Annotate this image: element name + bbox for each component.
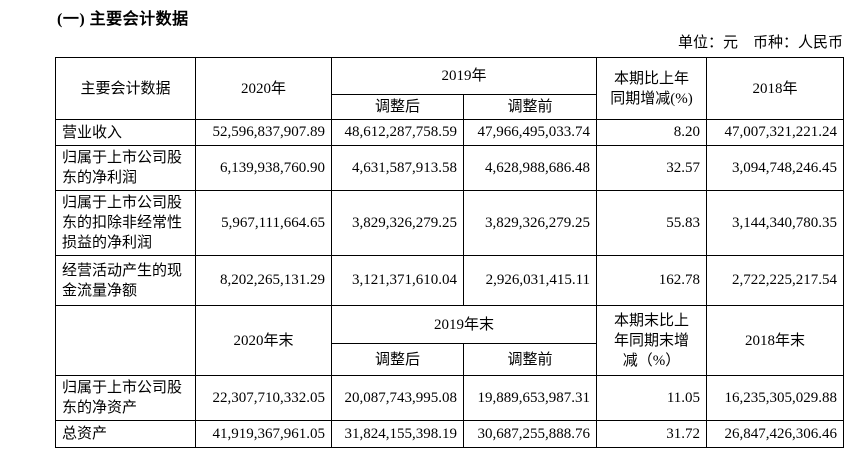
header-2019-original: 调整前: [462, 94, 598, 120]
value-2018: 3,094,748,246.45: [706, 145, 845, 191]
table-row: 归属于上市公司股东的净资产 22,307,710,332.05 20,087,7…: [55, 375, 845, 421]
value-2019-original: 19,889,653,987.31: [462, 375, 598, 421]
metric-label: 总资产: [55, 420, 196, 448]
table-row: 归属于上市公司股东的扣除非经常性损益的净利润 5,967,111,664.65 …: [55, 190, 845, 256]
value-change: 162.78: [596, 255, 708, 306]
metric-label: 归属于上市公司股东的净利润: [55, 145, 196, 191]
value-change: 32.57: [596, 145, 708, 191]
value-2018: 47,007,321,221.24: [706, 119, 845, 146]
metric-label: 营业收入: [55, 119, 196, 146]
table-header-row-2: 2020年末 2019年末 本期末比上 年同期末增 减（%） 2018年末: [55, 305, 845, 376]
value-2019-adjusted: 4,631,587,913.58: [331, 145, 464, 191]
table-row: 经营活动产生的现金流量净额 8,202,265,131.29 3,121,371…: [55, 255, 845, 306]
value-2019-original: 3,829,326,279.25: [462, 190, 598, 256]
header-2019-adjusted: 调整后: [331, 94, 464, 120]
table-row: 总资产 41,919,367,961.05 31,824,155,398.19 …: [55, 420, 845, 448]
header-2018-end: 2018年末: [706, 305, 845, 376]
metric-label: 归属于上市公司股东的净资产: [55, 375, 196, 421]
value-2019-original: 30,687,255,888.76: [462, 420, 598, 448]
header-change-yoy: 本期比上年 同期增减(%): [596, 57, 708, 120]
header-metric: 主要会计数据: [55, 57, 196, 120]
header-2020: 2020年: [195, 57, 332, 120]
value-change: 8.20: [596, 119, 708, 146]
table-header-row-1: 主要会计数据 2020年 2019年 本期比上年 同期增减(%) 2018年: [55, 57, 845, 120]
value-change: 55.83: [596, 190, 708, 256]
value-change: 11.05: [596, 375, 708, 421]
table-header-row-2-sub: 调整后 调整前: [56, 343, 844, 376]
header-2019-end: 2019年末: [330, 305, 598, 344]
value-2018: 2,722,225,217.54: [706, 255, 845, 306]
value-2020: 8,202,265,131.29: [195, 255, 332, 306]
page-title: (一) 主要会计数据: [57, 11, 189, 28]
header-change-end: 本期末比上 年同期末增 减（%）: [596, 305, 708, 376]
header-2020-end: 2020年末: [195, 305, 332, 376]
value-2019-original: 2,926,031,415.11: [462, 255, 598, 306]
value-2018: 3,144,340,780.35: [706, 190, 845, 256]
metric-label: 归属于上市公司股东的扣除非经常性损益的净利润: [55, 190, 196, 256]
header-2019-end-original: 调整前: [462, 343, 598, 376]
value-2019-original: 47,966,495,033.74: [462, 119, 598, 146]
metric-label: 经营活动产生的现金流量净额: [55, 255, 196, 306]
value-2020: 41,919,367,961.05: [195, 420, 332, 448]
value-change: 31.72: [596, 420, 708, 448]
value-2018: 16,235,305,029.88: [706, 375, 845, 421]
value-2019-adjusted: 3,829,326,279.25: [331, 190, 464, 256]
value-2020: 5,967,111,664.65: [195, 190, 332, 256]
table-row: 归属于上市公司股东的净利润 6,139,938,760.90 4,631,587…: [55, 145, 845, 191]
value-2020: 52,596,837,907.89: [195, 119, 332, 146]
table-header-row-1-sub: 调整后 调整前: [56, 94, 844, 120]
value-2019-adjusted: 48,612,287,758.59: [331, 119, 464, 146]
value-2020: 6,139,938,760.90: [195, 145, 332, 191]
main-accounting-data-table: 主要会计数据 2020年 2019年 本期比上年 同期增减(%) 2018年 调…: [55, 57, 845, 448]
value-2019-adjusted: 20,087,743,995.08: [331, 375, 464, 421]
table-row: 营业收入 52,596,837,907.89 48,612,287,758.59…: [55, 119, 845, 146]
value-2019-adjusted: 3,121,371,610.04: [331, 255, 464, 306]
header-2019-end-adjusted: 调整后: [331, 343, 464, 376]
header-metric-empty: [55, 305, 196, 376]
unit-currency-note: 单位：元 币种：人民币: [677, 35, 843, 51]
value-2019-original: 4,628,988,686.48: [462, 145, 598, 191]
header-2019: 2019年: [330, 57, 598, 95]
value-2018: 26,847,426,306.46: [706, 420, 845, 448]
header-2018: 2018年: [706, 57, 845, 120]
value-2020: 22,307,710,332.05: [195, 375, 332, 421]
value-2019-adjusted: 31,824,155,398.19: [331, 420, 464, 448]
